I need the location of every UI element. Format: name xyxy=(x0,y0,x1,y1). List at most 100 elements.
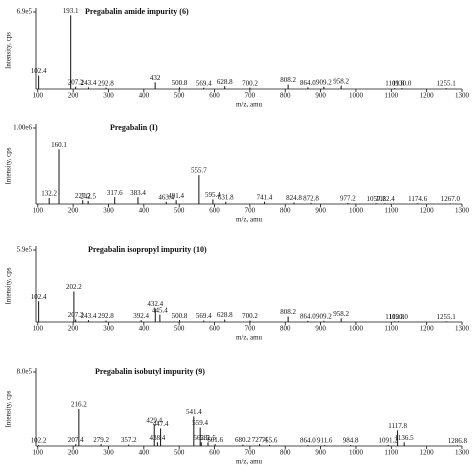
x-tick-label: 700 xyxy=(245,449,256,457)
x-tick-label: 1200 xyxy=(420,449,435,457)
peak-label: 207.4 xyxy=(68,436,84,444)
peak-label: 102.2 xyxy=(31,437,47,445)
peak-label: 1120.0 xyxy=(389,313,408,321)
peak-label: 559.4 xyxy=(192,419,208,427)
x-tick-label: 500 xyxy=(174,449,185,457)
x-tick-label: 500 xyxy=(174,325,185,333)
x-tick-label: 1100 xyxy=(384,325,398,333)
x-tick-label: 1000 xyxy=(349,325,364,333)
x-tick-label: 200 xyxy=(68,92,79,100)
x-tick-label: 500 xyxy=(174,207,185,215)
x-tick-label: 1200 xyxy=(420,207,435,215)
peak-label: 292.8 xyxy=(98,312,114,320)
x-tick-label: 900 xyxy=(315,92,326,100)
x-tick-label: 400 xyxy=(139,92,150,100)
x-axis-label: m/z, amu xyxy=(236,458,263,466)
peak-label: 1130.0 xyxy=(392,80,411,88)
x-tick-label: 900 xyxy=(315,449,326,457)
x-tick-label: 800 xyxy=(280,325,291,333)
peak-label: 909.2 xyxy=(316,78,332,86)
y-tick-label: 8.0e5 xyxy=(17,368,33,376)
peak-label: 909.2 xyxy=(316,312,332,320)
peak-label: 984.8 xyxy=(343,437,359,445)
peak-label: 317.6 xyxy=(107,189,123,197)
x-tick-label: 800 xyxy=(280,207,291,215)
peak-label: 755.6 xyxy=(262,436,278,444)
peak-label: 447.4 xyxy=(153,420,169,428)
x-tick-label: 600 xyxy=(209,449,220,457)
x-tick-label: 200 xyxy=(68,325,79,333)
peak-label: 958.2 xyxy=(333,310,349,318)
x-tick-label: 500 xyxy=(174,92,185,100)
x-tick-label: 1000 xyxy=(349,92,364,100)
peak-label: 911.6 xyxy=(317,437,333,445)
x-tick-label: 1100 xyxy=(384,207,398,215)
peak-label: 445.4 xyxy=(152,306,168,314)
peak-label: 1117.8 xyxy=(388,422,407,430)
peak-label: 193.1 xyxy=(63,7,79,15)
peak-label: 243.4 xyxy=(81,312,97,320)
x-tick-label: 400 xyxy=(139,449,150,457)
x-tick-label: 700 xyxy=(245,325,256,333)
peak-label: 569.4 xyxy=(196,79,212,87)
x-tick-label: 1100 xyxy=(384,449,398,457)
x-tick-label: 400 xyxy=(139,325,150,333)
peak-label: 555.7 xyxy=(191,167,207,175)
peak-label: 429.4 xyxy=(146,416,162,424)
x-tick-label: 100 xyxy=(33,449,44,457)
x-tick-label: 300 xyxy=(103,325,114,333)
peak-label: 243.4 xyxy=(81,79,97,87)
x-tick-label: 700 xyxy=(245,207,256,215)
peak-label: 1057.2 xyxy=(367,195,387,203)
peak-label: 569.4 xyxy=(196,312,212,320)
peak-label: 279.2 xyxy=(93,436,109,444)
x-tick-label: 300 xyxy=(103,207,114,215)
peak-label: 383.4 xyxy=(130,189,146,197)
peak-label: 392.4 xyxy=(133,312,149,320)
peak-label: 562.5 xyxy=(193,434,209,442)
x-tick-label: 100 xyxy=(33,92,44,100)
peak-label: 700.2 xyxy=(242,79,258,87)
peak-label: 500.8 xyxy=(172,312,188,320)
peak-label: 824.8 xyxy=(286,194,302,202)
x-axis-label: m/z, amu xyxy=(236,334,263,342)
peak-label: 864.0 xyxy=(300,79,316,87)
y-axis-label: Intensity, cps xyxy=(5,32,13,69)
peak-label: 432.4 xyxy=(147,300,163,308)
peak-label: 432 xyxy=(150,74,161,82)
y-axis-label: Intensity, cps xyxy=(5,390,13,427)
peak-label: 601.6 xyxy=(207,436,223,444)
peak-label: 700.2 xyxy=(242,312,258,320)
x-tick-label: 900 xyxy=(315,207,326,215)
y-axis-label: Intensity, cps xyxy=(5,267,13,304)
x-tick-label: 700 xyxy=(245,92,256,100)
x-tick-label: 800 xyxy=(280,449,291,457)
chart-title: Pregabalin isobutyl impurity (9) xyxy=(95,367,205,376)
x-tick-label: 1300 xyxy=(455,325,470,333)
peak-label: 1255.1 xyxy=(437,313,457,321)
y-tick-label: 6.9e5 xyxy=(17,8,33,16)
x-tick-label: 1300 xyxy=(455,449,470,457)
peak-label: 1109.8 xyxy=(385,80,404,88)
peak-label: 1091.2 xyxy=(379,436,399,444)
x-tick-label: 200 xyxy=(68,449,79,457)
chart-title: Pregabalin isopropyl impurity (10) xyxy=(88,245,207,254)
peak-label: 872.8 xyxy=(303,194,319,202)
peak-label: 864.0 xyxy=(300,437,316,445)
peak-label: 581.5 xyxy=(200,434,216,442)
peak-label: 1136.5 xyxy=(395,434,414,442)
peak-label: 1267.0 xyxy=(441,195,461,203)
x-tick-label: 300 xyxy=(103,92,114,100)
x-axis-label: m/z, amu xyxy=(236,101,263,109)
x-tick-label: 1200 xyxy=(420,92,435,100)
peak-label: 628.8 xyxy=(217,311,233,319)
peak-label: 491.4 xyxy=(168,192,184,200)
peak-label: 727.4 xyxy=(252,436,268,444)
y-tick-label: 5.9e5 xyxy=(17,246,33,254)
peak-label: 227.2 xyxy=(75,192,91,200)
x-tick-label: 1300 xyxy=(455,92,470,100)
peak-label: 1174.6 xyxy=(408,195,427,203)
peak-label: 958.2 xyxy=(333,77,349,85)
peak-label: 1082.4 xyxy=(375,195,395,203)
peak-label: 628.8 xyxy=(217,78,233,86)
